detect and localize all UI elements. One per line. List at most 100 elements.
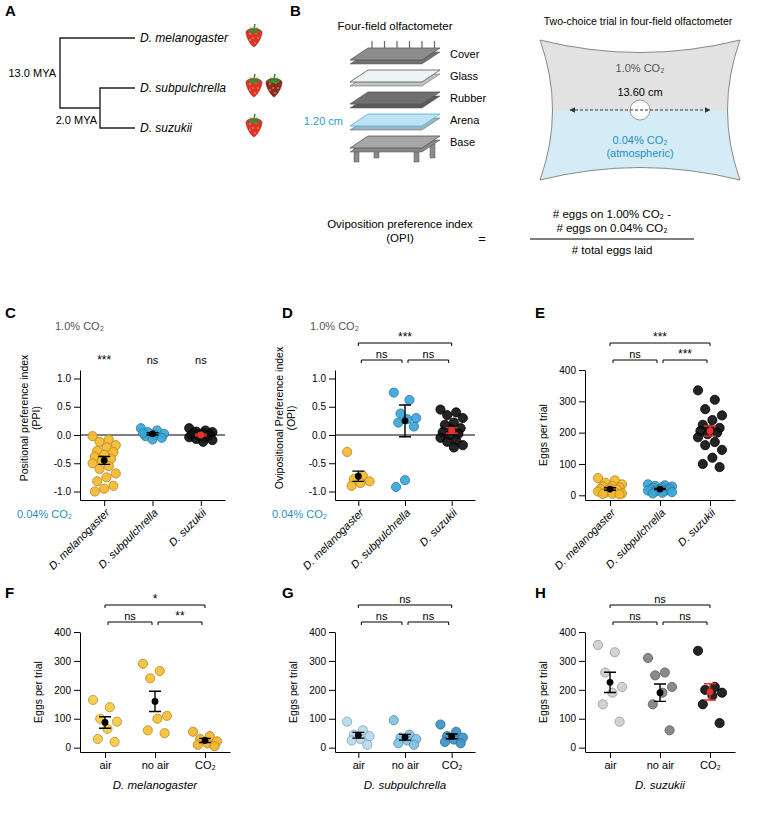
data-point — [458, 441, 467, 450]
cover-pin — [396, 41, 397, 48]
data-point — [208, 435, 217, 444]
data-point — [665, 726, 674, 735]
y-tick: 100 — [309, 713, 335, 724]
error-bar — [704, 684, 716, 700]
data-point — [111, 469, 120, 478]
x-tick-mark — [201, 500, 202, 506]
y-tick: 300 — [559, 656, 585, 667]
mean-marker — [448, 427, 455, 434]
y-tick-label: 300 — [54, 656, 71, 667]
data-point — [95, 464, 104, 473]
mean-marker — [355, 732, 362, 739]
significance-bracket — [663, 622, 707, 625]
y-tick: -0.5 — [309, 458, 335, 469]
significance-bracket — [613, 622, 657, 625]
formula-numerator: # eggs on 1.00% CO₂ - — [553, 208, 671, 220]
x-tick: no air — [647, 752, 675, 771]
width-arrow — [570, 110, 710, 111]
data-point — [693, 433, 702, 442]
data-point — [405, 395, 414, 404]
x-tick-mark — [105, 752, 106, 758]
panel-a: A13.0 MYA2.0 MYAD. melanogasterD. subpul… — [5, 2, 282, 137]
significance-label: ns — [124, 610, 136, 622]
x-tick-mark — [610, 752, 611, 758]
y-tick-mark — [579, 661, 585, 662]
data-point — [210, 742, 219, 751]
data-point — [717, 411, 726, 420]
significance-label: ns — [399, 593, 411, 605]
y-tick-mark — [579, 433, 585, 434]
significance-label: * — [153, 592, 158, 606]
error-bar — [98, 456, 110, 464]
y-tick-label: 400 — [559, 365, 576, 376]
x-tick-mark — [358, 500, 359, 506]
x-tick-mark — [405, 500, 406, 506]
layer — [350, 114, 440, 126]
y-tick-mark — [329, 435, 335, 436]
error-bar — [352, 732, 364, 738]
y-axis-title: Eggs per trial — [32, 661, 44, 723]
significance-bracket — [610, 605, 710, 608]
y-tick: 100 — [54, 713, 80, 724]
y-tick: 0 — [320, 742, 335, 753]
data-point — [409, 740, 418, 749]
y-axis: 0100200300400 — [54, 627, 80, 754]
significance-label: *** — [97, 353, 111, 367]
layer — [350, 48, 440, 60]
x-tick-mark — [452, 752, 453, 758]
data-point — [138, 659, 147, 668]
error-bar — [399, 734, 411, 740]
x-tick-label: CO₂ — [195, 759, 216, 771]
x-tick-mark — [610, 500, 611, 506]
data-point — [139, 429, 148, 438]
significance-label: ns — [195, 354, 207, 366]
data-point — [356, 478, 365, 487]
y-axis-title: Eggs per trial — [537, 661, 549, 723]
species-label: D. subpulchrella — [140, 81, 226, 95]
x-tick: CO₂ — [195, 752, 216, 771]
strawberry-stem — [254, 24, 255, 29]
mean-marker — [707, 428, 714, 435]
y-tick: -0.5 — [54, 458, 80, 469]
data-point — [615, 717, 624, 726]
mean-marker — [607, 679, 614, 686]
x-tick-label: no air — [647, 759, 675, 771]
y-tick-mark — [329, 748, 335, 749]
y-tick-mark — [74, 407, 80, 408]
data-point — [409, 422, 418, 431]
y-axis: 0100200300400 — [559, 627, 585, 754]
x-tick-mark — [710, 752, 711, 758]
x-tick-label: CO₂ — [442, 759, 463, 771]
x-axis-title: D. subpulchrella — [364, 779, 446, 791]
data-point — [693, 386, 702, 395]
x-tick-mark — [660, 752, 661, 758]
error-bar — [604, 672, 616, 692]
layer — [350, 92, 440, 104]
data-point — [199, 437, 208, 446]
mean-marker — [402, 734, 409, 741]
x-tick-label: air — [353, 759, 366, 771]
mean-marker — [152, 698, 159, 705]
data-point — [436, 720, 445, 729]
height-label: 1.20 cm — [304, 115, 343, 127]
x-tick-mark — [205, 752, 206, 758]
data-point — [708, 416, 717, 425]
arena-lower-field — [540, 40, 740, 180]
data-point — [365, 477, 374, 486]
y-tick-mark — [329, 690, 335, 691]
y-tick-mark — [579, 632, 585, 633]
y-axis-line — [335, 633, 336, 753]
strawberry-seed — [272, 87, 273, 88]
data-point — [153, 714, 162, 723]
data-point — [102, 473, 111, 482]
data-point — [347, 481, 356, 490]
y-tick-label: 400 — [309, 627, 326, 638]
x-tick-mark — [155, 752, 156, 758]
strawberry-seed — [249, 33, 250, 34]
y-tick-label: 0.5 — [57, 401, 71, 412]
y-tick-label: -0.5 — [54, 458, 72, 469]
error-bar — [446, 428, 458, 434]
data-point — [717, 445, 726, 454]
y-tick: 0.0 — [312, 430, 335, 441]
x-tick-label: D. suzukii — [417, 506, 460, 549]
